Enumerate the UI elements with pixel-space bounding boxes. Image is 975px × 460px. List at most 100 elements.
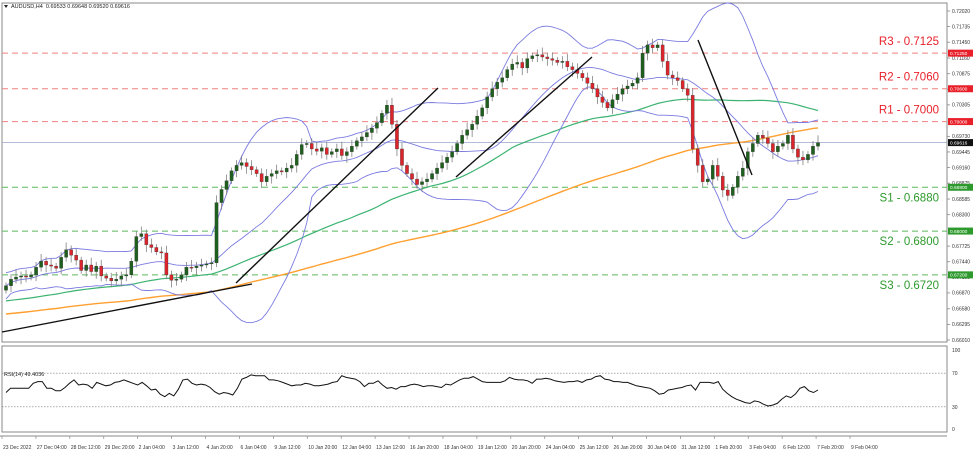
bear-candle — [766, 137, 770, 144]
bull-candle — [304, 143, 309, 145]
bull-candle — [274, 170, 279, 174]
bull-candle — [470, 124, 474, 130]
rsi-axis-label: 30 — [952, 405, 958, 411]
bull-candle — [440, 162, 444, 169]
bull-candle — [289, 165, 294, 169]
bull-candle — [420, 181, 424, 185]
bull-candle — [806, 154, 810, 161]
bull-candle — [751, 143, 755, 152]
bull-candle — [741, 167, 745, 177]
bull-candle — [425, 178, 429, 182]
level-price-tag-text: 0.68800 — [950, 185, 968, 191]
price-tick-label: 0.68585 — [952, 197, 970, 203]
bull-candle — [299, 144, 304, 155]
bull-candle — [234, 165, 239, 171]
price-tick-label: 0.72020 — [952, 9, 970, 15]
bull-candle — [39, 261, 43, 268]
rsi-axis-label: 70 — [952, 371, 958, 377]
bear-candle — [600, 96, 605, 103]
bull-candle — [114, 279, 119, 282]
bull-candle — [224, 180, 229, 190]
time-tick-label: 28 Dec 12:00 — [71, 445, 101, 451]
time-tick-label: 31 Jan 12:00 — [681, 445, 710, 451]
bull-candle — [174, 279, 179, 281]
time-tick-label: 18 Jan 04:00 — [444, 445, 473, 451]
time-tick-label: 16 Jan 20:00 — [410, 445, 439, 451]
bull-candle — [430, 173, 434, 180]
time-tick-label: 10 Jan 20:00 — [308, 445, 337, 451]
time-tick-label: 13 Jan 12:00 — [376, 445, 405, 451]
bull-candle — [710, 165, 715, 180]
price-tick-label: 0.67440 — [952, 260, 970, 266]
chart-header: AUDUSD,H4 0.69533 0.69648 0.69520 0.6961… — [4, 4, 130, 10]
time-tick-label: 3 Feb 04:00 — [749, 445, 776, 451]
level-label: S3 - 0.6720 — [880, 280, 939, 292]
current-price-tag — [948, 139, 973, 147]
bear-candle — [49, 264, 53, 267]
bear-candle — [44, 261, 48, 266]
bear-candle — [99, 265, 103, 277]
bear-candle — [670, 74, 675, 78]
bear-candle — [244, 162, 249, 167]
trendline[interactable] — [235, 87, 439, 284]
rsi-line — [5, 374, 819, 407]
bull-candle — [199, 264, 204, 267]
bull-candle — [59, 257, 63, 269]
bull-candle — [460, 135, 464, 144]
bull-candle — [139, 233, 144, 237]
bear-candle — [340, 148, 344, 156]
price-tick-label: 0.69445 — [952, 150, 970, 156]
level-label: R2 - 0.7060 — [879, 72, 939, 84]
bear-candle — [801, 157, 805, 161]
bull-candle — [365, 132, 369, 138]
bull-candle — [756, 135, 760, 144]
bull-candle — [490, 88, 494, 98]
trendline[interactable] — [455, 56, 593, 178]
bear-candle — [159, 251, 164, 254]
bull-candle — [179, 274, 184, 280]
price-axis: 0.720200.717350.714500.711600.708750.705… — [947, 9, 970, 344]
bull-candle — [655, 44, 660, 48]
bear-candle — [24, 275, 28, 278]
price-tick-label: 0.66870 — [952, 291, 970, 297]
moving-average-orange — [5, 127, 819, 315]
bull-candle — [736, 176, 740, 188]
bull-candle — [380, 113, 384, 123]
time-tick-label: 1 Feb 20:00 — [715, 445, 742, 451]
bull-candle — [134, 236, 139, 262]
bear-candle — [249, 166, 254, 170]
bear-candle — [415, 178, 419, 185]
bull-candle — [214, 202, 219, 263]
bear-candle — [189, 267, 194, 269]
bear-candle — [555, 60, 560, 63]
bull-candle — [455, 143, 459, 152]
bear-candle — [74, 254, 78, 261]
time-tick-label: 2 Jan 04:00 — [139, 445, 165, 451]
bear-candle — [410, 173, 414, 180]
bull-candle — [731, 187, 735, 196]
collapse-triangle-icon[interactable] — [4, 5, 8, 9]
bull-candle — [625, 85, 630, 89]
bull-candle — [816, 142, 820, 147]
bear-candle — [54, 265, 58, 269]
bear-candle — [605, 102, 610, 109]
bull-candle — [194, 265, 199, 268]
time-tick-label: 30 Jan 04:00 — [647, 445, 676, 451]
bear-candle — [154, 247, 159, 253]
bull-candle — [294, 154, 299, 166]
trendline[interactable] — [1, 283, 253, 333]
bull-candle — [475, 115, 479, 125]
bear-candle — [520, 62, 525, 69]
trendline[interactable] — [697, 39, 753, 176]
bull-candle — [630, 83, 635, 87]
bear-candle — [595, 88, 600, 98]
bear-candle — [726, 189, 730, 196]
bull-candle — [269, 173, 274, 177]
bull-candle — [94, 265, 98, 272]
bull-candle — [450, 151, 454, 158]
bull-candle — [320, 147, 324, 152]
level-price-tag — [948, 227, 973, 235]
level-price-tag — [948, 183, 973, 191]
